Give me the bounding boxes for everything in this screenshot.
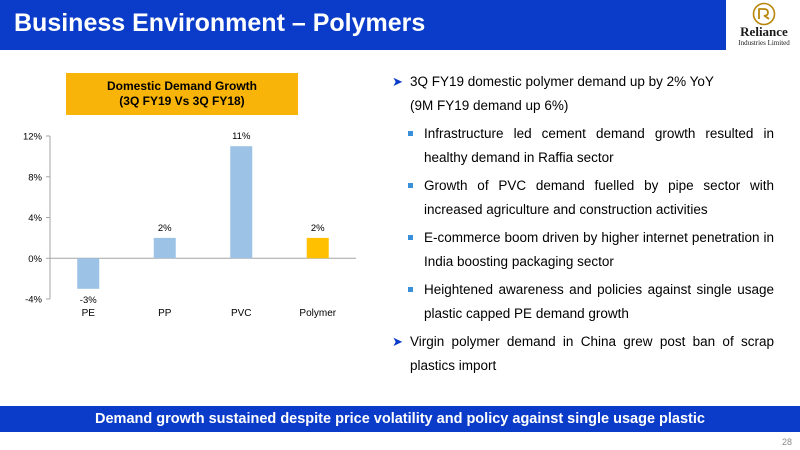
square-bullet-icon <box>408 183 413 188</box>
sub-bullet-text: Heightened awareness and policies agains… <box>424 282 774 321</box>
sub-bullet-single-usage: Heightened awareness and policies agains… <box>392 278 774 326</box>
bullet-text-continued: (9M FY19 demand up 6%) <box>410 98 569 113</box>
logo-subtitle: Industries Limited <box>738 39 790 47</box>
bullet-domestic-demand: ➤ 3Q FY19 domestic polymer demand up by … <box>392 70 774 118</box>
bullet-text: Virgin polymer demand in China grew post… <box>410 334 774 373</box>
company-logo: Reliance Industries Limited <box>730 2 798 52</box>
data-label: -3% <box>80 295 97 306</box>
footer-text: Demand growth sustained despite price vo… <box>95 411 705 427</box>
x-tick-label: PVC <box>231 308 252 319</box>
data-label: 2% <box>158 223 172 234</box>
y-tick-label: 0% <box>28 254 42 265</box>
bullet-china-demand: ➤ Virgin polymer demand in China grew po… <box>392 330 774 378</box>
chart-title-line-1: Domestic Demand Growth <box>106 79 258 93</box>
x-tick-label: PE <box>82 308 96 319</box>
sub-bullet-text: Infrastructure led cement demand growth … <box>424 126 774 165</box>
demand-growth-chart: -4% 0% 4% 8% 12% -3% PE 2% PP 11% PVC 2% Polymer <box>23 131 356 319</box>
sub-bullet-ecommerce: E-commerce boom driven by higher interne… <box>392 226 774 274</box>
chart-title-line-2: (3Q FY19 Vs 3Q FY18) <box>119 94 245 108</box>
logo-name: Reliance <box>740 24 788 39</box>
x-tick-label: PP <box>158 308 172 319</box>
page-title: Business Environment – Polymers <box>14 9 426 37</box>
header-bar: Business Environment – Polymers <box>0 0 726 50</box>
reliance-logo-icon <box>752 2 776 26</box>
sub-bullet-text: Growth of PVC demand fuelled by pipe sec… <box>424 178 774 217</box>
sub-bullet-raffia: Infrastructure led cement demand growth … <box>392 122 774 170</box>
bullet-text: 3Q FY19 domestic polymer demand up by 2%… <box>410 74 714 89</box>
y-tick-label: 8% <box>28 172 42 183</box>
bullet-list: ➤ 3Q FY19 domestic polymer demand up by … <box>392 70 774 378</box>
square-bullet-icon <box>408 131 413 136</box>
y-tick-label: -4% <box>25 295 42 306</box>
data-label: 11% <box>232 131 251 142</box>
y-tick-label: 12% <box>23 132 43 143</box>
x-tick-label: Polymer <box>299 308 336 319</box>
bar-pp <box>153 237 176 259</box>
square-bullet-icon <box>408 235 413 240</box>
sub-bullet-pvc: Growth of PVC demand fuelled by pipe sec… <box>392 174 774 222</box>
bar-pvc <box>230 146 253 259</box>
data-label: 2% <box>311 223 325 234</box>
arrow-bullet-icon: ➤ <box>392 74 403 89</box>
square-bullet-icon <box>408 287 413 292</box>
chart-title-box: Domestic Demand Growth (3Q FY19 Vs 3Q FY… <box>66 73 298 115</box>
page-number: 28 <box>781 437 792 447</box>
footer-banner: Demand growth sustained despite price vo… <box>0 406 800 432</box>
bar-pe <box>77 258 100 289</box>
y-tick-label: 4% <box>28 213 42 224</box>
arrow-bullet-icon: ➤ <box>392 334 403 349</box>
bar-polymer <box>306 237 329 259</box>
sub-bullet-text: E-commerce boom driven by higher interne… <box>424 230 774 269</box>
